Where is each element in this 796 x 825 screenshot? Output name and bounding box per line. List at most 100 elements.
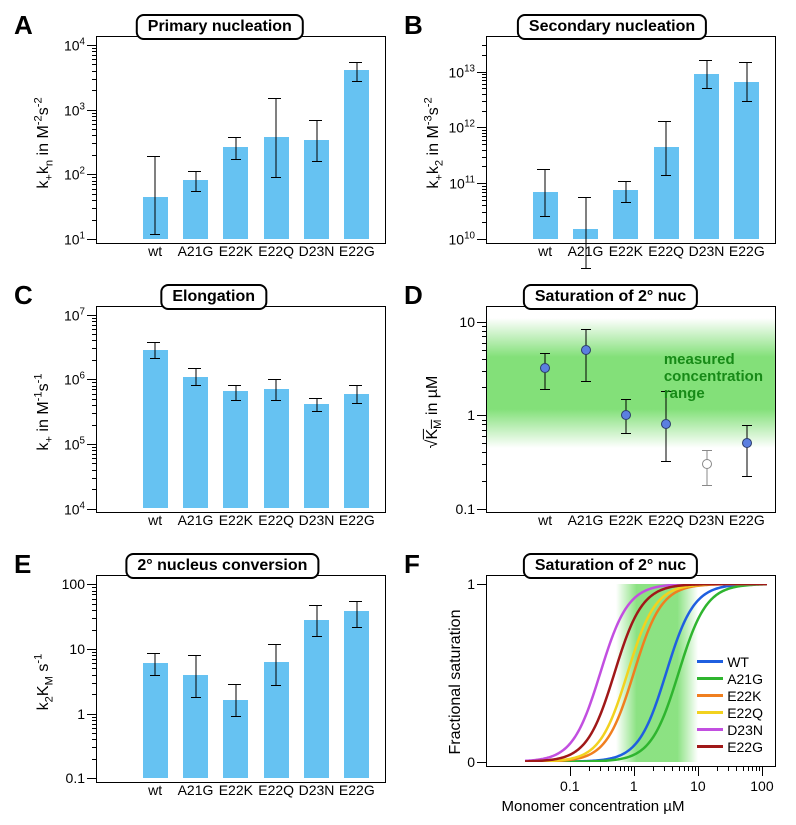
xtick-label: E22Q <box>258 782 294 798</box>
panel-title: Secondary nucleation <box>517 14 707 40</box>
bar-E22K <box>223 391 248 508</box>
ytick-label: 106 <box>64 371 85 388</box>
legend: WTA21GE22KE22QD23NE22G <box>697 654 763 756</box>
legend-item-E22K: E22K <box>697 688 763 704</box>
bar-wt <box>143 663 168 778</box>
axes-box: wtA21GE22KE22QD23NE22G 1010101110121013 <box>486 36 776 244</box>
panel-A-primary-nucleation: A wtA21GE22KE22QD23NE22G 101102103104 Pr… <box>10 10 396 276</box>
x-axis-label: Monomer concentration µM <box>502 798 685 815</box>
legend-item-E22Q: E22Q <box>697 705 763 721</box>
legend-swatch <box>697 677 723 680</box>
data-point-A21G <box>581 345 591 355</box>
panel-letter: A <box>14 10 33 41</box>
bar-D23N <box>304 620 329 778</box>
bar-wt <box>143 350 168 508</box>
xtick-label: E22K <box>219 512 253 528</box>
panel-letter: C <box>14 280 33 311</box>
y-axis-label: k2KM s-1 <box>33 654 56 711</box>
plot-area: wtA21GE22KE22QD23NE22G <box>525 315 767 509</box>
xtick-label: D23N <box>299 243 335 259</box>
xtick-label: E22G <box>729 512 765 528</box>
bar-E22G <box>344 611 369 778</box>
legend-item-D23N: D23N <box>697 722 763 738</box>
ytick-label: 105 <box>64 436 85 453</box>
y-axis-label: k+kn in M-2s-2 <box>33 97 56 188</box>
legend-label: E22G <box>727 739 763 755</box>
axes-box: wtA21GE22KE22QD23NE22G 0.1110100 <box>96 575 386 783</box>
xtick-label: E22Q <box>258 243 294 259</box>
ytick-label: 1013 <box>449 63 475 80</box>
xtick-label: E22Q <box>648 243 684 259</box>
xtick-label: wt <box>538 243 552 259</box>
axes-box: 010.1110100WTA21GE22KE22QD23NE22G <box>486 575 776 767</box>
panel-title: Saturation of 2° nuc <box>523 284 698 310</box>
xtick-label: 10 <box>690 778 706 794</box>
xtick-label: E22K <box>609 243 643 259</box>
panel-letter: B <box>404 10 423 41</box>
legend-swatch <box>697 660 723 663</box>
axes-box: wtA21GE22KE22QD23NE22G 0.1110measuredcon… <box>486 306 776 514</box>
xtick-label: D23N <box>299 782 335 798</box>
y-axis-label: Fractional saturation <box>447 610 465 755</box>
ytick-label: 107 <box>64 306 85 323</box>
xtick-label: A21G <box>178 512 214 528</box>
xtick-label: 1 <box>630 778 638 794</box>
legend-label: E22Q <box>727 705 763 721</box>
xtick-label: D23N <box>299 512 335 528</box>
xtick-label: E22Q <box>648 512 684 528</box>
y-axis-label: √KM in µM <box>424 376 444 449</box>
legend-swatch <box>697 694 723 697</box>
bar-E22G <box>344 394 369 509</box>
ytick-label: 1011 <box>449 175 475 192</box>
ytick-label: 10 <box>459 314 475 330</box>
ytick-label: 104 <box>64 500 85 517</box>
y-axis-label: k+ in M-1s-1 <box>33 374 56 451</box>
ytick-label: 102 <box>64 166 85 183</box>
bar-A21G <box>183 377 208 509</box>
panel-C-elongation: C wtA21GE22KE22QD23NE22G 104 105 106 107 El… <box>10 280 396 546</box>
panel-B-secondary-nucleation: B wtA21GE22KE22QD23NE22G 101010111012101… <box>400 10 786 276</box>
ytick-label: 10 <box>69 641 85 657</box>
plot-area: wtA21GE22KE22QD23NE22G <box>135 584 377 778</box>
panel-F-saturation-curves: F 010.1110100WTA21GE22KE22QD23NE22G Satu… <box>400 549 786 815</box>
bar-E22K <box>223 147 248 238</box>
panel-title: Elongation <box>160 284 267 310</box>
y-axis-label: k+k2 in M-3s-2 <box>423 97 446 188</box>
panel-letter: F <box>404 549 420 580</box>
xtick-label: D23N <box>689 512 725 528</box>
ytick-label: 1 <box>467 407 475 423</box>
plot-area: wtA21GE22KE22QD23NE22G <box>525 45 767 239</box>
xtick-label: wt <box>148 243 162 259</box>
bar-E22Q <box>264 389 289 508</box>
legend-swatch <box>697 728 723 731</box>
plot-area: wtA21GE22KE22QD23NE22G <box>135 45 377 239</box>
xtick-label: A21G <box>178 243 214 259</box>
xtick-label: E22K <box>609 512 643 528</box>
legend-label: WT <box>727 654 749 670</box>
legend-label: D23N <box>727 722 763 738</box>
xtick-label: E22G <box>339 243 375 259</box>
xtick-label: E22G <box>339 512 375 528</box>
legend-item-E22G: E22G <box>697 739 763 755</box>
data-point-E22K <box>621 410 631 420</box>
xtick-label: A21G <box>178 782 214 798</box>
data-point-E22G <box>742 438 752 448</box>
xtick-label: A21G <box>568 512 604 528</box>
legend-item-WT: WT <box>697 654 763 670</box>
legend-swatch <box>697 745 723 748</box>
xtick-label: wt <box>148 782 162 798</box>
legend-label: E22K <box>727 688 761 704</box>
xtick-label: D23N <box>689 243 725 259</box>
panel-title: 2° nucleus conversion <box>125 553 319 579</box>
xtick-label: E22K <box>219 782 253 798</box>
data-point-wt <box>540 363 550 373</box>
panel-E-nucleus-conversion: E wtA21GE22KE22QD23NE22G 0.1110100 2° nu… <box>10 549 396 815</box>
plot-area: wtA21GE22KE22QD23NE22G <box>135 315 377 509</box>
bar-D23N <box>304 404 329 509</box>
bar-D23N <box>694 74 719 239</box>
panel-D-saturation-km: D wtA21GE22KE22QD23NE22G 0.1110measuredc… <box>400 280 786 546</box>
ytick-label: 0.1 <box>456 501 475 517</box>
ytick-label: 1012 <box>449 119 475 136</box>
panel-letter: E <box>14 549 31 580</box>
annotation-measured-range: measuredconcentrationrange <box>664 351 763 403</box>
